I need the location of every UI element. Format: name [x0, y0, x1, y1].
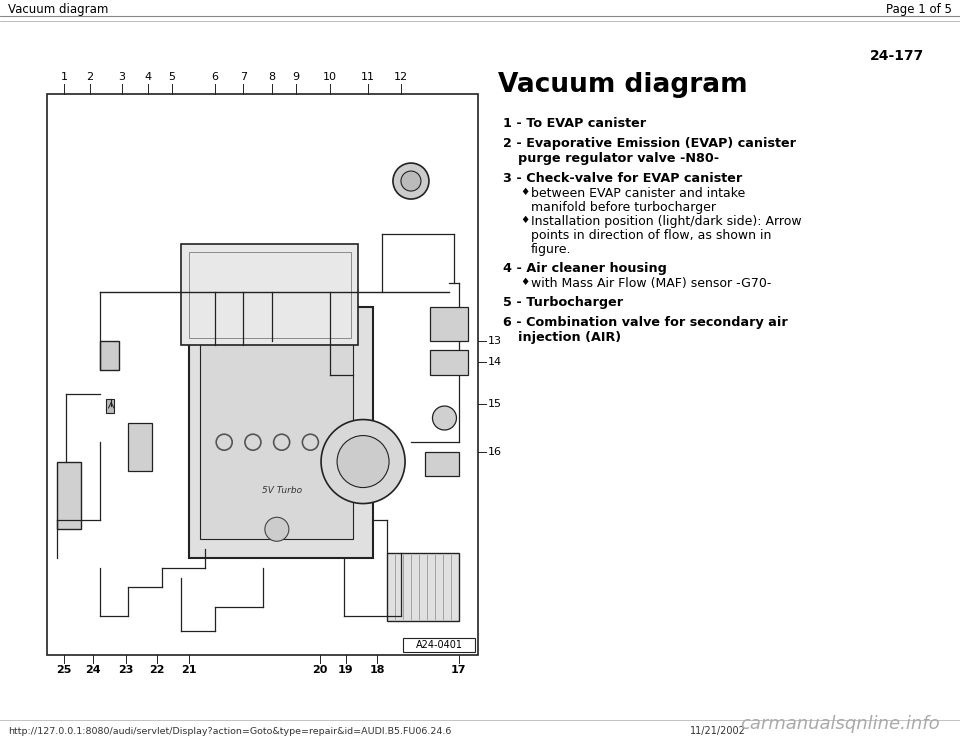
Bar: [129, 423, 153, 471]
Text: 24: 24: [85, 665, 101, 675]
Text: 15: 15: [488, 398, 502, 409]
Bar: [47, 94, 478, 655]
Text: with Mass Air Flow (MAF) sensor -G70-: with Mass Air Flow (MAF) sensor -G70-: [531, 277, 772, 290]
Text: figure.: figure.: [531, 243, 571, 256]
Bar: [107, 399, 114, 413]
Text: 4 - Air cleaner housing: 4 - Air cleaner housing: [503, 262, 667, 275]
Text: 7: 7: [240, 72, 247, 82]
Text: 5 - Turbocharger: 5 - Turbocharger: [503, 296, 623, 309]
Text: 6: 6: [211, 72, 218, 82]
Text: ♦: ♦: [520, 215, 529, 225]
Text: 4: 4: [144, 72, 151, 82]
Text: 21: 21: [181, 665, 197, 675]
Text: 23: 23: [118, 665, 133, 675]
Text: 5: 5: [168, 72, 175, 82]
Text: 19: 19: [338, 665, 353, 675]
Text: Page 1 of 5: Page 1 of 5: [886, 2, 952, 16]
Bar: [430, 350, 468, 375]
Text: ♦: ♦: [520, 277, 529, 287]
Text: injection (AIR): injection (AIR): [518, 331, 621, 344]
Bar: [403, 638, 475, 652]
Circle shape: [393, 163, 429, 199]
Bar: [57, 462, 81, 529]
Text: 25: 25: [57, 665, 72, 675]
Text: 16: 16: [488, 447, 502, 457]
Text: 20: 20: [312, 665, 327, 675]
Circle shape: [265, 517, 289, 541]
Bar: [430, 306, 468, 341]
Bar: [189, 252, 350, 338]
Text: Vacuum diagram: Vacuum diagram: [498, 72, 748, 98]
Text: A24-0401: A24-0401: [416, 640, 463, 650]
Text: 24-177: 24-177: [870, 49, 924, 63]
Text: 6 - Combination valve for secondary air: 6 - Combination valve for secondary air: [503, 316, 788, 329]
Text: 10: 10: [323, 72, 337, 82]
Circle shape: [337, 436, 389, 487]
Text: 18: 18: [370, 665, 385, 675]
Text: 8: 8: [269, 72, 276, 82]
Text: purge regulator valve -N80-: purge regulator valve -N80-: [518, 152, 719, 165]
Bar: [425, 452, 459, 476]
Text: 11: 11: [361, 72, 374, 82]
Text: http://127.0.0.1:8080/audi/servlet/Display?action=Goto&type=repair&id=AUDI.B5.FU: http://127.0.0.1:8080/audi/servlet/Displ…: [8, 726, 451, 735]
Text: 11/21/2002: 11/21/2002: [690, 726, 746, 736]
Text: 12: 12: [395, 72, 408, 82]
Text: manifold before turbocharger: manifold before turbocharger: [531, 201, 716, 214]
Text: 9: 9: [293, 72, 300, 82]
Bar: [387, 554, 459, 621]
Text: 2 - Evaporative Emission (EVAP) canister: 2 - Evaporative Emission (EVAP) canister: [503, 137, 796, 150]
Text: Vacuum diagram: Vacuum diagram: [8, 2, 108, 16]
Bar: [181, 244, 358, 346]
Text: points in direction of flow, as shown in: points in direction of flow, as shown in: [531, 229, 772, 242]
Bar: [100, 341, 119, 370]
Text: 22: 22: [150, 665, 165, 675]
Circle shape: [432, 406, 456, 430]
Text: ♦: ♦: [520, 187, 529, 197]
Text: 17: 17: [451, 665, 467, 675]
Text: 13: 13: [488, 335, 502, 346]
Text: between EVAP canister and intake: between EVAP canister and intake: [531, 187, 745, 200]
Text: Installation position (light/dark side): Arrow: Installation position (light/dark side):…: [531, 215, 802, 228]
Circle shape: [401, 171, 420, 191]
Bar: [201, 326, 353, 539]
Text: 5V Turbo: 5V Turbo: [261, 486, 301, 495]
Text: 3: 3: [118, 72, 125, 82]
Text: 1 - To EVAP canister: 1 - To EVAP canister: [503, 117, 646, 130]
Text: 1: 1: [60, 72, 68, 82]
Text: 2: 2: [86, 72, 94, 82]
Bar: [189, 306, 372, 558]
Text: 3 - Check-valve for EVAP canister: 3 - Check-valve for EVAP canister: [503, 172, 742, 185]
Text: 14: 14: [488, 357, 502, 367]
Circle shape: [321, 419, 405, 504]
Text: carmanualsqnline.info: carmanualsqnline.info: [740, 715, 940, 733]
